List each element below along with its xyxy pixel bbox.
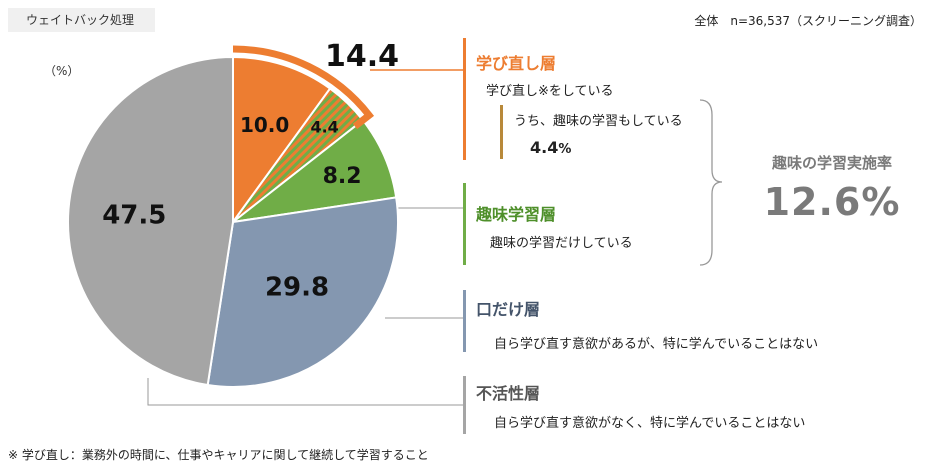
segment-title-talk-only: 口だけ層 (476, 300, 541, 319)
segment-subvalue-number: 4.4 (530, 138, 559, 157)
segment-desc-reskilling: 学び直し※をしている (486, 84, 614, 99)
segment-subvalue-unit: % (558, 142, 572, 157)
pie-slices (67, 55, 399, 388)
slice-reskilling-hobby-value-label: 4.4 (310, 118, 338, 137)
sample-size-note: 全体 n=36,537（スクリーニング調査） (694, 14, 922, 28)
leader-inactive (147, 378, 463, 406)
reskilling-total-label: 14.4 (325, 39, 399, 74)
segment-desc-inactive: 自ら学び直す意欲がなく、特に学んでいることはない (494, 416, 806, 431)
leader-lines (147, 69, 463, 406)
segment-title-hobby: 趣味学習層 (476, 205, 557, 224)
slice-reskilling-value-label: 10.0 (240, 113, 289, 137)
slice-inactive-value-label: 47.5 (102, 201, 166, 231)
learning-highlight-arc (232, 45, 375, 130)
segment-subdesc-reskilling: うち、趣味の学習もしている (514, 114, 683, 129)
segment-title-inactive: 不活性層 (476, 384, 541, 403)
hobby-rate-value: 12.6% (763, 180, 901, 224)
slice-hobby-value-label: 8.2 (323, 164, 362, 189)
segment-title-reskilling: 学び直し層 (476, 54, 557, 73)
footnote: ※ 学び直し：業務外の時間に、仕事やキャリアに関して継続して学習すること (8, 448, 429, 462)
segment-subbar-reskilling (500, 105, 503, 159)
hobby-rate-brace (699, 99, 723, 266)
segment-bar-inactive (463, 376, 466, 434)
segment-desc-talk-only: 自ら学び直す意欲があるが、特に学んでいることはない (494, 337, 819, 352)
segment-bar-hobby (463, 183, 466, 265)
segment-bar-reskilling (463, 38, 466, 160)
slice-talk-only (206, 196, 399, 388)
slice-value-labels: 10.0 4.4 8.2 29.8 47.5 (102, 113, 361, 303)
unit-label: （%） (44, 64, 80, 78)
segment-subvalue-reskilling: 4.4% (530, 138, 571, 157)
hobby-rate-label: 趣味の学習実施率 (771, 154, 892, 172)
slice-talk-only-value-label: 29.8 (265, 273, 329, 303)
weighting-note: ウェイトバック処理 (8, 8, 155, 32)
segment-desc-hobby: 趣味の学習だけしている (490, 236, 633, 251)
slice-reskilling (232, 55, 332, 226)
slice-inactive (67, 55, 234, 387)
segment-bar-talk-only (463, 290, 466, 352)
